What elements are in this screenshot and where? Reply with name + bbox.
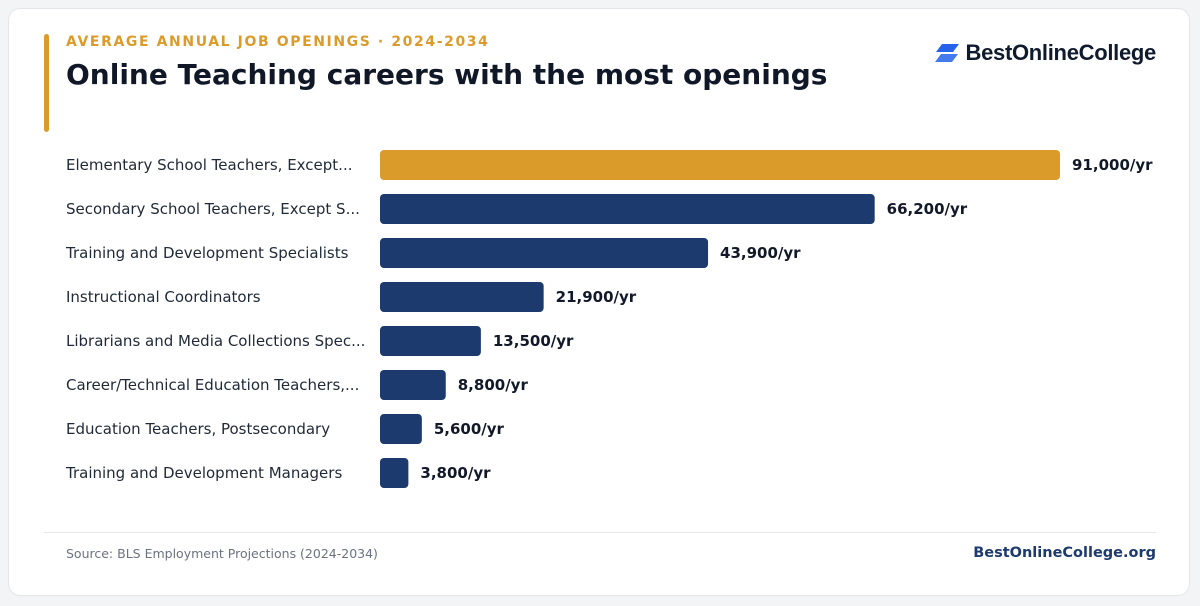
- value-label: 21,900/yr: [556, 288, 637, 306]
- bar: [380, 282, 544, 312]
- footer-divider: [44, 532, 1156, 533]
- stacked-parallelograms-icon: [934, 44, 959, 62]
- value-label: 3,800/yr: [420, 464, 491, 482]
- value-label: 66,200/yr: [887, 200, 968, 218]
- bar: [380, 194, 875, 224]
- bar: [380, 150, 1060, 180]
- category-label: Training and Development Specialists: [65, 244, 349, 262]
- chart-title: Online Teaching careers with the most op…: [66, 58, 828, 91]
- category-label: Secondary School Teachers, Except S...: [66, 200, 360, 218]
- value-label: 13,500/yr: [493, 332, 574, 350]
- brand-logo[interactable]: BestOnlineCollege: [934, 40, 1157, 66]
- category-label: Career/Technical Education Teachers,...: [66, 376, 359, 394]
- chart-card: [8, 8, 1190, 596]
- site-link[interactable]: BestOnlineCollege.org: [973, 545, 1156, 561]
- category-label: Instructional Coordinators: [66, 288, 261, 306]
- bar: [380, 238, 709, 268]
- accent-bar: [44, 34, 49, 132]
- brand-name: BestOnlineCollege: [965, 40, 1157, 65]
- category-label: Librarians and Media Collections Spec...: [66, 332, 365, 350]
- source-note: Source: BLS Employment Projections (2024…: [66, 546, 378, 561]
- bar: [380, 326, 481, 356]
- value-label: 5,600/yr: [434, 420, 505, 438]
- bar: [380, 414, 422, 444]
- category-label: Education Teachers, Postsecondary: [66, 420, 330, 438]
- chart-subtitle: AVERAGE ANNUAL JOB OPENINGS · 2024-2034: [66, 34, 490, 50]
- category-label: Elementary School Teachers, Except...: [66, 156, 352, 174]
- value-label: 43,900/yr: [720, 244, 801, 262]
- bar: [380, 370, 446, 400]
- value-label: 8,800/yr: [458, 376, 529, 394]
- category-label: Training and Development Managers: [65, 464, 342, 482]
- bar: [380, 458, 409, 488]
- value-label: 91,000/yr: [1072, 156, 1153, 174]
